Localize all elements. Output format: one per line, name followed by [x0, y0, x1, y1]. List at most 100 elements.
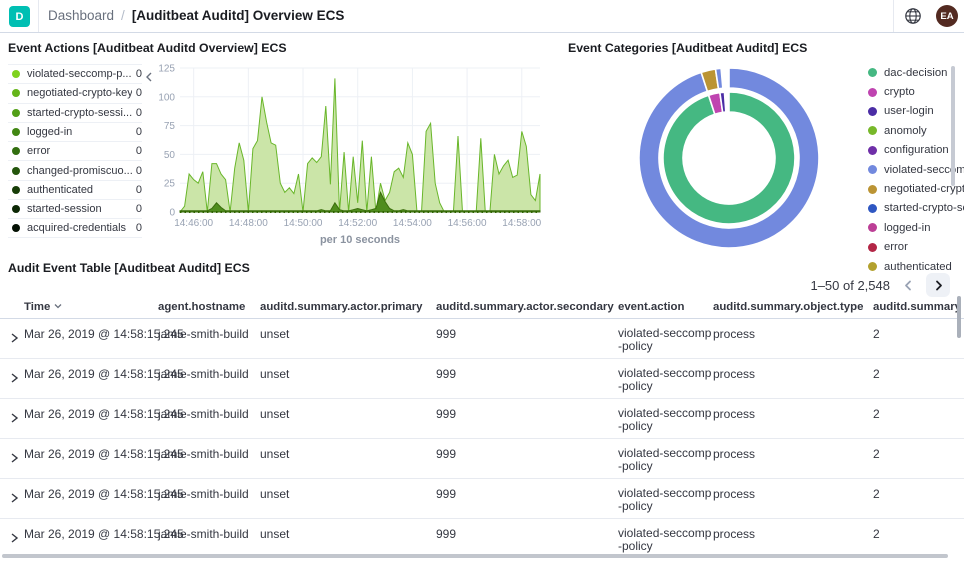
table-header-label: auditd.summary.object.type [713, 301, 864, 313]
table-cell-actor_secondary: 999 [436, 527, 457, 541]
event-actions-legend: violated-seccomp-p... 0 negotiated-crypto-… [8, 64, 142, 238]
event-actions-legend-item[interactable]: authenticated 0 [8, 179, 142, 199]
user-avatar[interactable]: EA [936, 5, 958, 27]
event-categories-legend-item[interactable]: anomoly [868, 121, 954, 140]
table-cell-summary: 2 [873, 527, 880, 541]
table-cell-object_type: process [713, 527, 756, 541]
event-categories-legend-item[interactable]: logged-in [868, 218, 954, 237]
pagination-next-button[interactable] [926, 273, 950, 297]
legend-dot-icon [868, 242, 877, 252]
row-expand-icon[interactable] [10, 531, 19, 549]
table-scrollbar-vertical[interactable] [957, 296, 961, 338]
table-cell-object_type: process [713, 447, 756, 461]
table-row[interactable]: Mar 26, 2019 @ 14:58:15.245 jamie-smith-b… [0, 319, 964, 359]
legend-item-label: violated-seccomp-p... [27, 68, 132, 81]
table-header-summary[interactable]: auditd.summary [873, 301, 961, 313]
legend-item-label: anomoly [884, 124, 927, 137]
event-actions-legend-item[interactable]: logged-in 0 [8, 121, 142, 141]
svg-text:0: 0 [169, 208, 175, 219]
event-actions-legend-item[interactable]: error 0 [8, 141, 142, 160]
table-header-hostname[interactable]: agent.hostname [158, 301, 245, 313]
row-expand-icon[interactable] [10, 331, 19, 349]
legend-item-value: 0 [135, 203, 142, 216]
table-header-label: event.action [618, 301, 685, 313]
event-categories-legend-item[interactable]: started-crypto-se... [868, 199, 964, 218]
event-actions-legend-item[interactable]: started-session 0 [8, 199, 142, 218]
table-header-action[interactable]: event.action [618, 301, 684, 313]
event-actions-area-chart[interactable]: 0 25 50 75 100 125 14:46:00 14:48:00 14:50:00 14:… [158, 58, 556, 253]
event-actions-legend-item[interactable]: violated-seccomp-p... 0 [8, 64, 142, 83]
event-categories-legend-item[interactable]: violated-seccomp... [868, 160, 964, 179]
row-expand-icon[interactable] [10, 411, 19, 429]
audit-table-panel-title: Audit Event Table [Auditbeat Auditd] ECS [8, 261, 250, 275]
event-actions-legend-item[interactable]: acquired-credentials 0 [8, 218, 142, 238]
legend-dot-icon [12, 70, 20, 79]
event-categories-legend-item[interactable]: dac-decision [868, 63, 954, 82]
legend-item-label: error [884, 241, 908, 254]
table-pagination: 1–50 of 2,548 [700, 272, 950, 298]
inner-ring-segment-user-login[interactable] [719, 91, 727, 114]
svg-text:14:48:00: 14:48:00 [229, 218, 268, 229]
legend-item-label: violated-seccomp... [884, 163, 964, 176]
legend-item-value: 0 [135, 126, 142, 139]
globe-icon[interactable] [903, 6, 923, 26]
outer-ring-segment-started-crypto-session[interactable] [714, 67, 724, 90]
table-header-label: agent.hostname [158, 301, 246, 313]
table-cell-action: violated-seccomp-policy [618, 366, 712, 393]
table-row[interactable]: Mar 26, 2019 @ 14:58:15.245 jamie-smith-b… [0, 519, 964, 557]
table-header-object_type[interactable]: auditd.summary.object.type [713, 301, 863, 313]
svg-text:25: 25 [164, 179, 176, 190]
table-row[interactable]: Mar 26, 2019 @ 14:58:15.245 jamie-smith-b… [0, 399, 964, 439]
legend-scrollbar[interactable] [951, 66, 955, 186]
legend-item-label: logged-in [884, 221, 931, 234]
legend-item-label: negotiated-crypto... [884, 183, 964, 196]
table-cell-object_type: process [713, 327, 756, 341]
event-categories-legend-item[interactable]: crypto [868, 82, 954, 101]
row-expand-icon[interactable] [10, 491, 19, 509]
event-categories-legend: dac-decision crypto user-login anomoly confi… [868, 63, 964, 276]
table-header-label: auditd.summary [873, 301, 961, 313]
legend-item-label: started-crypto-sessi... [27, 106, 132, 119]
table-header-actor_primary[interactable]: auditd.summary.actor.primary [260, 301, 422, 313]
svg-text:14:50:00: 14:50:00 [284, 218, 323, 229]
pagination-prev-button[interactable] [896, 273, 920, 297]
app-logo[interactable]: D [9, 6, 30, 27]
outer-ring-segment-violated-seccomp-policy[interactable] [638, 67, 820, 249]
table-cell-time: Mar 26, 2019 @ 14:58:15.245 [24, 487, 184, 501]
table-cell-actor_primary: unset [260, 487, 290, 501]
row-expand-icon[interactable] [10, 451, 19, 469]
table-cell-hostname: jamie-smith-build [158, 487, 249, 501]
table-cell-time: Mar 26, 2019 @ 14:58:15.245 [24, 407, 184, 421]
row-expand-icon[interactable] [10, 371, 19, 389]
event-categories-legend-item[interactable]: configuration [868, 141, 954, 160]
event-actions-legend-item[interactable]: started-crypto-sessi... 0 [8, 102, 142, 122]
table-header-time[interactable]: Time [24, 301, 62, 313]
event-actions-legend-item[interactable]: changed-promiscuo... 0 [8, 160, 142, 179]
event-categories-legend-item[interactable]: error [868, 238, 954, 257]
legend-item-label: logged-in [27, 126, 73, 139]
table-row[interactable]: Mar 26, 2019 @ 14:58:15.245 jamie-smith-b… [0, 479, 964, 519]
table-cell-actor_secondary: 999 [436, 407, 457, 421]
legend-collapse-icon[interactable] [145, 69, 153, 87]
table-cell-time: Mar 26, 2019 @ 14:58:15.245 [24, 447, 184, 461]
legend-item-label: changed-promiscuo... [27, 164, 132, 177]
inner-ring-segment-dac-decision[interactable] [662, 91, 796, 225]
event-categories-legend-item[interactable]: negotiated-crypto... [868, 179, 964, 198]
table-scrollbar-horizontal[interactable] [2, 554, 948, 558]
table-header-actor_secondary[interactable]: auditd.summary.actor.secondary [436, 301, 614, 313]
event-categories-legend-item[interactable]: authenticated [868, 257, 954, 276]
table-row[interactable]: Mar 26, 2019 @ 14:58:15.245 jamie-smith-b… [0, 359, 964, 399]
table-cell-time: Mar 26, 2019 @ 14:58:15.245 [24, 327, 184, 341]
legend-dot-icon [868, 184, 877, 194]
header-divider [38, 0, 39, 32]
event-actions-legend-item[interactable]: negotiated-crypto-key 0 [8, 83, 142, 102]
table-cell-hostname: jamie-smith-build [158, 407, 249, 421]
event-categories-donut-chart[interactable] [628, 56, 832, 261]
legend-item-label: dac-decision [884, 66, 948, 79]
table-row[interactable]: Mar 26, 2019 @ 14:58:15.245 jamie-smith-b… [0, 439, 964, 479]
breadcrumb-dashboard-link[interactable]: Dashboard [48, 8, 115, 23]
event-categories-legend-item[interactable]: user-login [868, 102, 954, 121]
table-cell-time: Mar 26, 2019 @ 14:58:15.245 [24, 367, 184, 381]
table-cell-action: violated-seccomp-policy [618, 526, 712, 553]
breadcrumb-separator: / [121, 8, 125, 23]
